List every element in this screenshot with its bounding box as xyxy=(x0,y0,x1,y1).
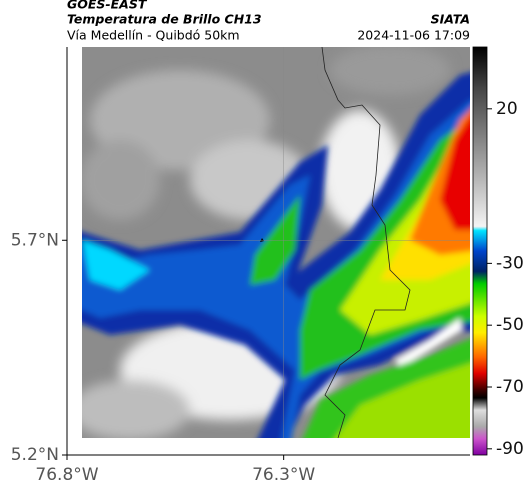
colorbar-tick-label: -50 xyxy=(496,315,524,335)
source: GOES-EAST xyxy=(67,0,148,12)
colorbar-tick-label: -30 xyxy=(496,253,524,273)
colorbar xyxy=(472,46,488,456)
subtitle: Vía Medellín - Quibdó 50km xyxy=(67,28,240,43)
agency: SIATA xyxy=(431,12,470,27)
y-tick-label: 5.2°N xyxy=(11,445,59,465)
x-tick-label: 76.3°W xyxy=(252,465,315,485)
datetime: 2024-11-06 17:09 xyxy=(357,28,470,43)
boundary-line xyxy=(321,47,411,438)
satellite-image xyxy=(82,47,470,438)
x-tick-label: 76.8°W xyxy=(35,465,98,485)
y-tick-label: 5.7°N xyxy=(11,230,59,250)
title: Temperatura de Brillo CH13 xyxy=(67,12,262,27)
colorbar-tick-label: -70 xyxy=(496,377,524,397)
colorbar-tick-label: 20 xyxy=(496,99,518,119)
colorbar-tick-label: -90 xyxy=(496,439,524,459)
